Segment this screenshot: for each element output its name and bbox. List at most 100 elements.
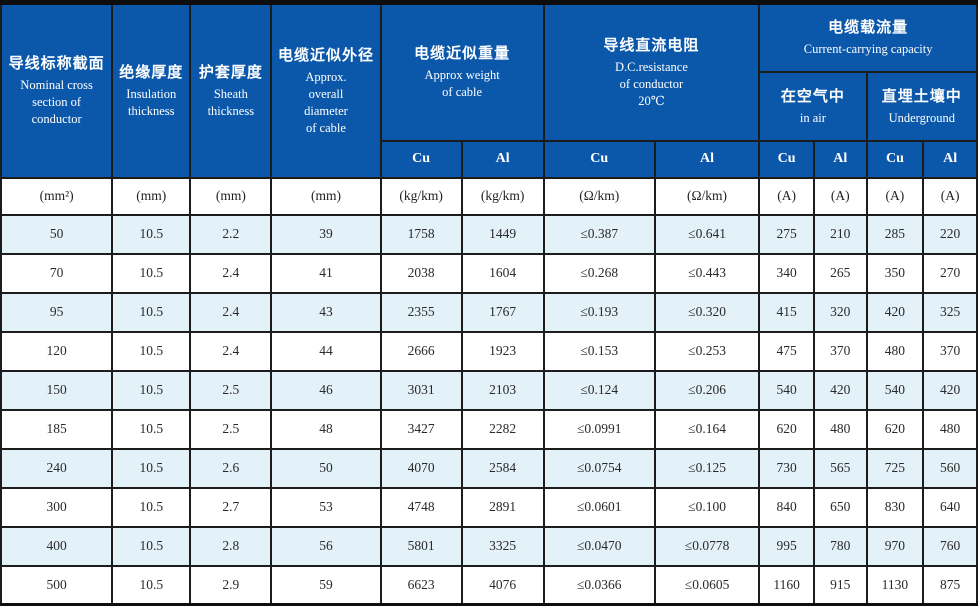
header-cu-resistance: Cu (542, 139, 656, 179)
data-cell: ≤0.124 (542, 369, 656, 411)
data-cell: 3031 (379, 369, 463, 411)
data-cell: 2.8 (189, 525, 273, 567)
header-in-air: 在空气中 in air (758, 70, 868, 142)
table-row: 500 10.5 2.9 59 6623 4076 ≤0.0366 ≤0.0605 1160 91… (0, 564, 978, 606)
data-cell: 4748 (379, 486, 463, 528)
data-cell: 95 (0, 291, 114, 333)
data-cell: 2.5 (189, 408, 273, 450)
data-cell: 50 (0, 213, 114, 255)
data-cell: 150 (0, 369, 114, 411)
data-cell: 2.9 (189, 564, 273, 606)
data-cell: 46 (270, 369, 382, 411)
unit-cell: (mm) (111, 176, 192, 216)
unit-cell: (mm) (189, 176, 273, 216)
header-al-weight: Al (460, 139, 545, 179)
data-cell: 2355 (379, 291, 463, 333)
unit-cell: (Ω/km) (653, 176, 761, 216)
header-nominal-cross-section: 导线标称截面 Nominal cross section of conducto… (0, 1, 114, 179)
data-cell: 2038 (379, 252, 463, 294)
table-row: 70 10.5 2.4 41 2038 1604 ≤0.268 ≤0.443 340 265 350… (0, 252, 978, 294)
unit-cell: (mm²) (0, 176, 114, 216)
data-cell: 2.7 (189, 486, 273, 528)
header-row-conductor-material: Cu Al Cu Al Cu Al Cu Al (1, 139, 978, 179)
data-cell: 10.5 (111, 447, 192, 489)
data-cell: 44 (270, 330, 382, 372)
data-cell: 10.5 (111, 564, 192, 606)
data-cell: 2.6 (189, 447, 273, 489)
data-cell: 185 (0, 408, 114, 450)
data-cell: 420 (922, 369, 978, 411)
data-cell: ≤0.193 (542, 291, 656, 333)
table-header: 导线标称截面 Nominal cross section of conducto… (0, 1, 978, 216)
data-cell: 560 (922, 447, 978, 489)
data-cell: 4070 (379, 447, 463, 489)
header-row-capacity-split: 在空气中 in air 直埋土壤中 Underground (1, 70, 978, 142)
data-cell: 2584 (460, 447, 545, 489)
data-cell: 995 (758, 525, 815, 567)
data-cell: 53 (270, 486, 382, 528)
data-cell: 43 (270, 291, 382, 333)
data-cell: ≤0.387 (542, 213, 656, 255)
data-cell: 730 (758, 447, 815, 489)
data-cell: ≤0.0605 (653, 564, 761, 606)
table-row: 400 10.5 2.8 56 5801 3325 ≤0.0470 ≤0.0778 995 780… (0, 525, 978, 567)
table-row: 185 10.5 2.5 48 3427 2282 ≤0.0991 ≤0.164 620 480 6… (0, 408, 978, 450)
data-cell: 3325 (460, 525, 545, 567)
unit-cell: (Ω/km) (542, 176, 656, 216)
data-cell: 540 (865, 369, 925, 411)
header-nominal-en: Nominal cross section of conductor (20, 78, 93, 127)
table-row: 95 10.5 2.4 43 2355 1767 ≤0.193 ≤0.320 415 320 420… (0, 291, 978, 333)
data-cell: ≤0.125 (653, 447, 761, 489)
data-cell: 285 (865, 213, 925, 255)
data-cell: 265 (812, 252, 868, 294)
data-cell: 640 (922, 486, 978, 528)
table-row: 50 10.5 2.2 39 1758 1449 ≤0.387 ≤0.641 275 210 285… (0, 213, 978, 255)
table-row: 150 10.5 2.5 46 3031 2103 ≤0.124 ≤0.206 540 420 54… (0, 369, 978, 411)
data-cell: 10.5 (111, 291, 192, 333)
data-cell: 540 (758, 369, 815, 411)
header-al-underground: Al (922, 139, 978, 179)
data-cell: 620 (865, 408, 925, 450)
data-cell: 10.5 (111, 486, 192, 528)
data-cell: 6623 (379, 564, 463, 606)
data-cell: ≤0.268 (542, 252, 656, 294)
data-cell: 270 (922, 252, 978, 294)
header-group-resistance: 导线直流电阻 D.C.resistance of conductor 20℃ (542, 1, 761, 142)
data-cell: 300 (0, 486, 114, 528)
header-sheath-en: Sheath thickness (207, 86, 255, 118)
data-cell: ≤0.153 (542, 330, 656, 372)
data-cell: 370 (922, 330, 978, 372)
data-cell: 420 (865, 291, 925, 333)
data-cell: 2.4 (189, 330, 273, 372)
unit-cell: (kg/km) (379, 176, 463, 216)
data-cell: 350 (865, 252, 925, 294)
data-cell: 420 (812, 369, 868, 411)
data-cell: 1604 (460, 252, 545, 294)
data-cell: 1449 (460, 213, 545, 255)
data-cell: 1923 (460, 330, 545, 372)
data-cell: ≤0.443 (653, 252, 761, 294)
data-cell: ≤0.641 (653, 213, 761, 255)
header-diameter-zh: 电缆近似外径 (277, 47, 374, 64)
data-cell: 10.5 (111, 525, 192, 567)
data-cell: 370 (812, 330, 868, 372)
header-group-weight: 电缆近似重量 Approx weight of cable (379, 1, 545, 142)
units-row: (mm²) (mm) (mm) (mm) (kg/km) (kg/km) (Ω/… (0, 176, 978, 216)
data-cell: 725 (865, 447, 925, 489)
header-al-resistance: Al (653, 139, 761, 179)
data-cell: 2.2 (189, 213, 273, 255)
header-resistance-en: D.C.resistance of conductor 20℃ (614, 59, 688, 108)
data-cell: 760 (922, 525, 978, 567)
data-cell: 500 (0, 564, 114, 606)
data-cell: 340 (758, 252, 815, 294)
table-body: 50 10.5 2.2 39 1758 1449 ≤0.387 ≤0.641 275 210 285… (0, 213, 978, 606)
table-row: 120 10.5 2.4 44 2666 1923 ≤0.153 ≤0.253 475 370 48… (0, 330, 978, 372)
data-cell: 48 (270, 408, 382, 450)
unit-cell: (A) (758, 176, 815, 216)
header-capacity-en: Current-carrying capacity (803, 42, 933, 57)
header-cu-underground: Cu (865, 139, 925, 179)
data-cell: 220 (922, 213, 978, 255)
data-cell: 10.5 (111, 408, 192, 450)
unit-cell: (A) (812, 176, 868, 216)
